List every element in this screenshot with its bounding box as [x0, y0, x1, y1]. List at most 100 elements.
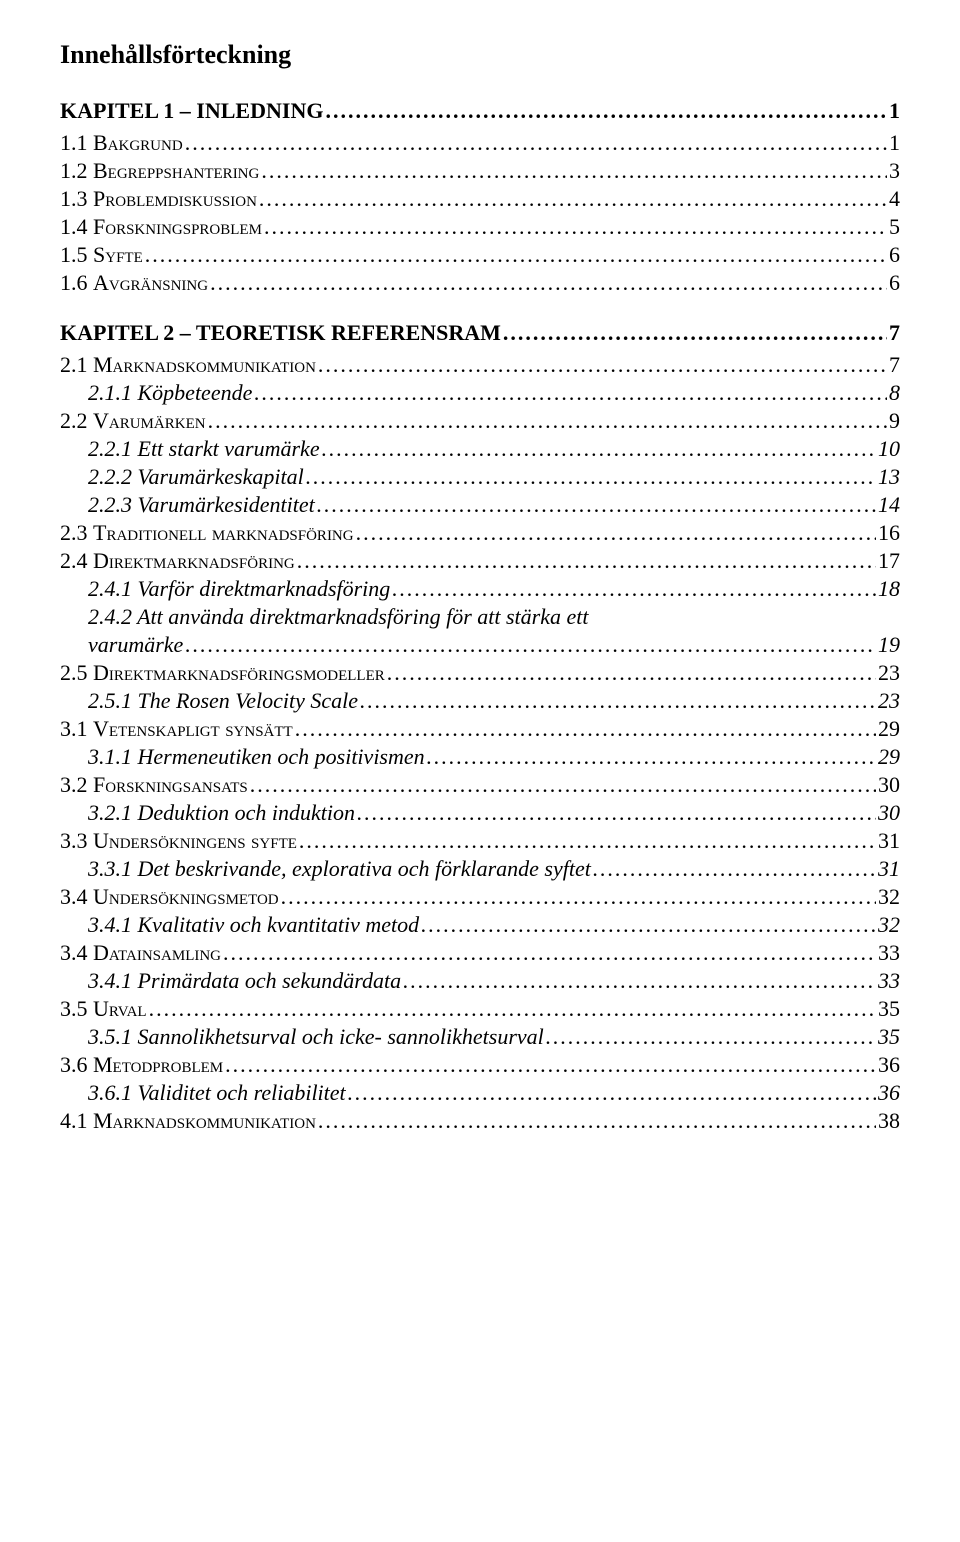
- toc-entry: 4.1 Marknadskommunikation38: [60, 1108, 900, 1134]
- toc-leader: [225, 1052, 876, 1078]
- toc-leader: [360, 688, 876, 714]
- toc-leader: [295, 716, 876, 742]
- toc-entry-label: 3.4.1 Kvalitativ och kvantitativ metod: [88, 912, 419, 938]
- toc-leader: [356, 520, 876, 546]
- toc-entry-label: 3.6.1 Validitet och reliabilitet: [88, 1080, 346, 1106]
- toc-entry: 3.3 Undersökningens syfte 31: [60, 828, 900, 854]
- toc-leader: [299, 828, 876, 854]
- toc-entry: 2.4 Direktmarknadsföring17: [60, 548, 900, 574]
- toc-entry-label: 3.2.1 Deduktion och induktion: [88, 800, 355, 826]
- toc-entry: 3.4.1 Primärdata och sekundärdata33: [88, 968, 900, 994]
- toc-page-number: 36: [878, 1080, 900, 1106]
- toc-entry: 2.2.1 Ett starkt varumärke 10: [88, 436, 900, 462]
- toc-entry-label: 3.3.1 Det beskrivande, explorativa och f…: [88, 856, 591, 882]
- toc-entry: 2.2 Varumärken9: [60, 408, 900, 434]
- toc-page-number: 33: [878, 968, 900, 994]
- toc-entry-label: 3.6 Metodproblem: [60, 1052, 223, 1078]
- toc-entry: 1.2 Begreppshantering3: [60, 158, 900, 184]
- toc-page-number: 35: [878, 996, 900, 1022]
- toc-page-number: 5: [889, 214, 900, 240]
- toc-entry-label: KAPITEL 2 – TEORETISK REFERENSRAM: [60, 320, 501, 346]
- toc-leader: [223, 940, 876, 966]
- toc-leader: [387, 660, 876, 686]
- toc-leader: [348, 1080, 876, 1106]
- toc-entry-label: 1.6 Avgränsning: [60, 270, 208, 296]
- toc-leader: [318, 352, 887, 378]
- toc-entry: 3.3.1 Det beskrivande, explorativa och f…: [88, 856, 900, 882]
- toc-entry-label: 3.4 Undersökningsmetod: [60, 884, 279, 910]
- toc-title: Innehållsförteckning: [60, 40, 900, 70]
- toc-page-number: 23: [878, 688, 900, 714]
- toc-entry: 2.2.3 Varumärkesidentitet 14: [88, 492, 900, 518]
- toc-entry-label: 2.2 Varumärken: [60, 408, 206, 434]
- toc-entry: 3.5.1 Sannolikhetsurval och icke- sannol…: [88, 1024, 900, 1050]
- toc-entry: 2.1.1 Köpbeteende8: [88, 380, 900, 406]
- toc-entry: 2.4.1 Varför direktmarknadsföring 18: [88, 576, 900, 602]
- toc-page-number: 18: [878, 576, 900, 602]
- toc-leader: [421, 912, 876, 938]
- toc-entry-label: 1.4 Forskningsproblem: [60, 214, 262, 240]
- toc-entry-label: 2.4.2 Att använda direktmarknadsföring f…: [88, 604, 900, 630]
- toc-page-number: 30: [878, 772, 900, 798]
- toc-entry: 1.1 Bakgrund 1: [60, 130, 900, 156]
- toc-list: KAPITEL 1 – INLEDNING11.1 Bakgrund11.2 B…: [60, 98, 900, 1134]
- toc-page-number: 31: [878, 828, 900, 854]
- toc-page-number: 31: [878, 856, 900, 882]
- toc-entry: 3.5 Urval 35: [60, 996, 900, 1022]
- toc-entry-label: 3.5 Urval: [60, 996, 147, 1022]
- toc-page-number: 16: [878, 520, 900, 546]
- toc-entry: 3.2 Forskningsansats 30: [60, 772, 900, 798]
- toc-entry-label: 2.1 Marknadskommunikation: [60, 352, 316, 378]
- toc-leader: [210, 270, 887, 296]
- toc-entry-label: 3.1.1 Hermeneutiken och positivismen: [88, 744, 425, 770]
- toc-entry-label: KAPITEL 1 – INLEDNING: [60, 98, 323, 124]
- toc-page-number: 6: [889, 270, 900, 296]
- toc-page-number: 19: [878, 632, 900, 658]
- toc-entry-label: 2.4 Direktmarknadsföring: [60, 548, 295, 574]
- toc-leader: [357, 800, 876, 826]
- toc-leader: [185, 632, 876, 658]
- toc-leader: [306, 464, 876, 490]
- toc-entry-label: 3.3 Undersökningens syfte: [60, 828, 297, 854]
- toc-entry-label: 2.2.3 Varumärkesidentitet: [88, 492, 315, 518]
- toc-leader: [546, 1024, 876, 1050]
- toc-entry: 1.3 Problemdiskussion4: [60, 186, 900, 212]
- toc-entry-label: 2.2.1 Ett starkt varumärke: [88, 436, 320, 462]
- toc-entry-label: 3.2 Forskningsansats: [60, 772, 248, 798]
- toc-entry: 3.6.1 Validitet och reliabilitet 36: [88, 1080, 900, 1106]
- toc-leader: [254, 380, 887, 406]
- toc-page-number: 35: [878, 1024, 900, 1050]
- toc-page-number: 3: [889, 158, 900, 184]
- toc-leader: [185, 130, 887, 156]
- toc-entry-label: 1.1 Bakgrund: [60, 130, 183, 156]
- toc-page-number: 30: [878, 800, 900, 826]
- toc-leader: [392, 576, 876, 602]
- toc-leader: [297, 548, 876, 574]
- toc-entry: 2.5 Direktmarknadsföringsmodeller23: [60, 660, 900, 686]
- toc-entry-label: 2.5 Direktmarknadsföringsmodeller: [60, 660, 385, 686]
- toc-page-number: 14: [878, 492, 900, 518]
- toc-entry: KAPITEL 1 – INLEDNING 1: [60, 98, 900, 124]
- toc-page-number: 36: [878, 1052, 900, 1078]
- toc-entry-label: 1.5 Syfte: [60, 242, 143, 268]
- toc-page-number: 6: [889, 242, 900, 268]
- toc-entry: 1.5 Syfte 6: [60, 242, 900, 268]
- toc-entry: 3.1.1 Hermeneutiken och positivismen29: [88, 744, 900, 770]
- toc-page-number: 38: [878, 1108, 900, 1134]
- toc-entry: 1.6 Avgränsning 6: [60, 270, 900, 296]
- toc-page-number: 10: [878, 436, 900, 462]
- toc-page-number: 1: [889, 98, 900, 124]
- toc-page-number: 33: [878, 940, 900, 966]
- toc-leader: [318, 1108, 876, 1134]
- toc-leader: [325, 98, 887, 124]
- toc-entry-label: 2.4.1 Varför direktmarknadsföring: [88, 576, 390, 602]
- toc-entry: KAPITEL 2 – TEORETISK REFERENSRAM7: [60, 320, 900, 346]
- toc-page-number: 1: [889, 130, 900, 156]
- toc-entry-label: 2.1.1 Köpbeteende: [88, 380, 252, 406]
- toc-leader: [403, 968, 876, 994]
- toc-page-number: 32: [878, 912, 900, 938]
- toc-entry: 3.4 Undersökningsmetod32: [60, 884, 900, 910]
- toc-entry: 3.4 Datainsamling33: [60, 940, 900, 966]
- toc-entry: 2.2.2 Varumärkeskapital13: [88, 464, 900, 490]
- toc-page-number: 7: [889, 352, 900, 378]
